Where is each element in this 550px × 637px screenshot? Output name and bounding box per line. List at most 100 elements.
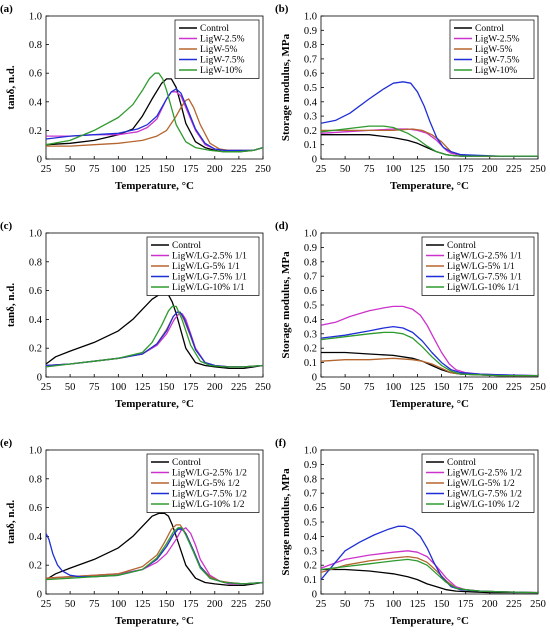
legend-entry: LigW/LG-2.5% 1/2: [447, 469, 522, 479]
legend-entry: LigW/LG-10% 1/2: [447, 500, 520, 510]
series-line-4: [46, 305, 263, 368]
x-tick-label: 225: [506, 599, 522, 610]
y-tick-label: 1.0: [29, 446, 42, 457]
series-line-0: [46, 78, 263, 153]
x-tick-label: 175: [183, 599, 199, 610]
x-tick-label: 75: [89, 382, 100, 393]
y-axis-label: tanδ, n.d.: [5, 500, 17, 544]
y-tick-label: 0.2: [29, 344, 42, 355]
series-line-0: [46, 512, 263, 587]
x-tick-label: 25: [316, 599, 327, 610]
legend-entry: LigW-5%: [475, 45, 513, 55]
series-line-1: [321, 305, 538, 377]
series-line-3: [46, 311, 263, 368]
chart-panel-4: 25 50 75 100 125 150 175 200 225 250 0 0.2 0.4 0.6 0.8…: [0, 437, 271, 627]
y-tick-label: 0.2: [304, 561, 317, 572]
y-tick-label: 0.1: [304, 575, 317, 586]
x-tick-label: 50: [65, 382, 76, 393]
y-tick-label: 0.3: [304, 329, 317, 340]
series-line-3: [46, 88, 263, 152]
x-tick-label: 175: [183, 382, 199, 393]
x-axis-label: Temperature, °C: [115, 615, 194, 627]
y-axis-label: Storage modulus, MPa: [280, 251, 292, 359]
y-axis-label: Storage modulus, MPa: [280, 468, 292, 576]
x-tick-label: 100: [385, 599, 401, 610]
y-tick-label: 0.4: [304, 97, 318, 108]
x-axis-label: Temperature, °C: [390, 615, 469, 627]
y-tick-label: 0.4: [29, 315, 43, 326]
plot-frame: [45, 15, 264, 160]
x-tick-label: 125: [135, 382, 151, 393]
y-tick-label: 0.2: [304, 344, 317, 355]
y-tick-label: 1.0: [29, 229, 42, 240]
x-tick-label: 75: [364, 382, 375, 393]
legend-entry: LigW-7.5%: [200, 56, 245, 66]
x-tick-label: 125: [410, 599, 426, 610]
chart-panel-5: 25 50 75 100 125 150 175 200 225 250 0 0.1 0.2 0.3 0.4…: [275, 437, 546, 627]
legend-entry: LigW-2.5%: [200, 35, 245, 45]
x-tick-label: 25: [41, 599, 52, 610]
x-tick-label: 150: [434, 599, 450, 610]
series-line-4: [46, 527, 263, 585]
x-tick-label: 100: [385, 164, 401, 175]
panel-label: (c): [0, 220, 13, 232]
series-line-1: [321, 550, 538, 594]
chart-panel-3: 25 50 75 100 125 150 175 200 225 250 0 0.1 0.2 0.3 0.4…: [275, 220, 546, 410]
y-tick-label: 0: [312, 373, 317, 384]
x-tick-label: 175: [183, 164, 199, 175]
y-tick-label: 0: [312, 155, 317, 166]
plot-frame: [45, 232, 264, 378]
x-axis-label: Temperature, °C: [390, 180, 469, 192]
y-tick-label: 0.8: [304, 257, 317, 268]
x-tick-label: 100: [110, 599, 126, 610]
legend-entry: LigW/LG-2.5% 1/2: [172, 469, 247, 479]
panel-label: (e): [0, 437, 13, 449]
series-line-0: [321, 568, 538, 594]
x-tick-label: 50: [65, 164, 76, 175]
panel-label: (f): [275, 437, 286, 449]
x-tick-label: 50: [340, 164, 351, 175]
y-axis-label: tanδ, n.d.: [5, 283, 17, 327]
legend-entry: LigW/LG-5% 1/1: [172, 262, 240, 272]
y-tick-label: 1.0: [304, 12, 317, 23]
panel-label: (a): [0, 3, 13, 15]
panel-label: (b): [275, 3, 289, 15]
x-tick-label: 250: [530, 164, 546, 175]
series-line-4: [321, 125, 538, 157]
legend-entry: LigW/LG-7.5% 1/2: [447, 490, 522, 500]
series-line-3: [321, 81, 538, 157]
x-tick-label: 125: [135, 164, 151, 175]
series-line-4: [321, 558, 538, 594]
x-tick-label: 25: [41, 164, 52, 175]
legend-entry: LigW/LG-5% 1/2: [172, 479, 240, 489]
y-tick-label: 0.2: [29, 126, 42, 137]
x-tick-label: 100: [385, 382, 401, 393]
y-tick-label: 0.4: [29, 97, 43, 108]
x-tick-label: 250: [530, 382, 546, 393]
y-tick-label: 0.3: [304, 546, 317, 557]
legend-entry: LigW/LG-2.5% 1/1: [447, 252, 522, 262]
legend-entry: Control: [447, 458, 476, 468]
y-tick-label: 0.8: [304, 40, 317, 51]
series-line-4: [321, 331, 538, 377]
x-tick-label: 175: [458, 599, 474, 610]
y-tick-label: 0.7: [304, 489, 317, 500]
legend-entry: LigW-10%: [475, 66, 517, 76]
x-axis-label: Temperature, °C: [390, 398, 469, 410]
x-tick-label: 200: [207, 164, 223, 175]
chart-panel-2: 25 50 75 100 125 150 175 200 225 250 0 0.2 0.4 0.6 0.8…: [0, 220, 271, 410]
x-tick-label: 75: [89, 599, 100, 610]
x-tick-label: 150: [434, 382, 450, 393]
plot-frame: [45, 449, 264, 595]
y-tick-label: 0.6: [29, 69, 42, 80]
x-tick-label: 175: [458, 164, 474, 175]
y-tick-label: 0.1: [304, 140, 317, 151]
x-tick-label: 250: [255, 382, 271, 393]
y-tick-label: 0.5: [304, 301, 317, 312]
x-tick-label: 25: [316, 164, 327, 175]
y-tick-label: 0.4: [304, 315, 318, 326]
y-tick-label: 0.6: [304, 286, 317, 297]
series-line-1: [46, 527, 263, 585]
y-tick-label: 0.2: [304, 126, 317, 137]
